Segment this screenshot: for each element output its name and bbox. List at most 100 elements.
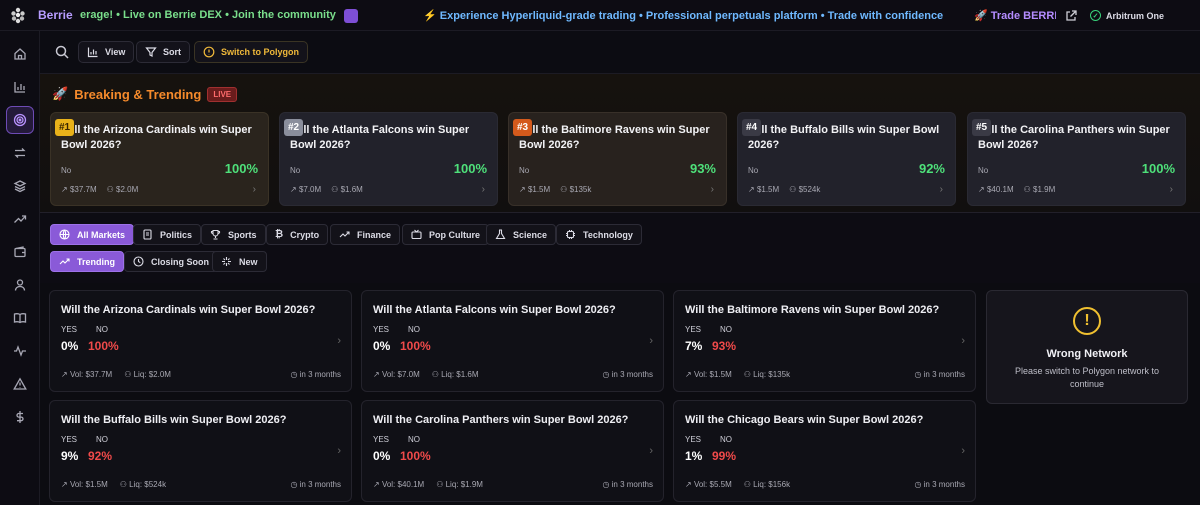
trending-card[interactable]: Will the Atlanta Falcons win Super Bowl … xyxy=(279,112,498,206)
sort-button[interactable]: Sort xyxy=(136,41,190,63)
sidebar xyxy=(0,31,40,505)
liquidity-stat: ⚇ Liq: $1.6M xyxy=(431,370,479,379)
home-icon[interactable] xyxy=(6,40,34,68)
rocket-icon: 🚀 xyxy=(52,86,69,101)
chip-label: Trending xyxy=(77,256,115,267)
sort-closing-soon[interactable]: Closing Soon xyxy=(124,251,218,272)
chip-label: Closing Soon xyxy=(151,256,209,267)
rank-badge: #2 xyxy=(284,119,304,136)
user-icon[interactable] xyxy=(6,271,34,299)
view-button[interactable]: View xyxy=(78,41,135,63)
chevron-right-icon: › xyxy=(961,445,965,457)
no-price: 100% xyxy=(88,339,119,353)
volume-stat: ↗ $37.7M xyxy=(61,185,97,194)
trending-card[interactable]: Will the Arizona Cardinals win Super Bow… xyxy=(50,112,269,206)
layers-icon[interactable] xyxy=(6,172,34,200)
trending-meta: ↗ $1.5M ⚇ $135k xyxy=(519,185,591,194)
trending-question: Will the Buffalo Bills win Super Bowl 20… xyxy=(748,124,940,151)
no-label: NO xyxy=(408,435,420,444)
market-card[interactable]: Will the Carolina Panthers win Super Bow… xyxy=(361,400,664,502)
market-question: Will the Buffalo Bills win Super Bowl 20… xyxy=(61,414,287,426)
time-remaining: ◷ in 3 months xyxy=(602,370,653,379)
category-all-markets[interactable]: All Markets xyxy=(50,224,135,245)
sort-trending[interactable]: Trending xyxy=(50,251,124,272)
brand-name[interactable]: Berrie xyxy=(38,8,73,22)
chip-label: Politics xyxy=(160,229,193,240)
live-badge: LIVE xyxy=(207,86,238,102)
filters-area: All Markets Politics Sports ₿ Crypto Fin… xyxy=(40,213,1200,283)
no-label: NO xyxy=(720,435,732,444)
wrong-network-message: Please switch to Polygon network to cont… xyxy=(1014,366,1160,389)
liquidity-stat: ⚇ Liq: $2.0M xyxy=(124,370,171,379)
rank-badge: #1 xyxy=(55,119,75,136)
market-card[interactable]: Will the Atlanta Falcons win Super Bowl … xyxy=(361,290,664,392)
no-price: 100% xyxy=(400,449,431,463)
liquidity-stat: ⚇ $1.9M xyxy=(1023,185,1056,194)
market-card[interactable]: Will the Baltimore Ravens win Super Bowl… xyxy=(673,290,976,392)
trending-card[interactable]: Will the Baltimore Ravens win Super Bowl… xyxy=(508,112,727,206)
rank-badge: #3 xyxy=(513,119,533,136)
trending-outcome: No xyxy=(290,166,301,175)
top-bar: Berrie erage! • Live on Berrie DEX • Joi… xyxy=(0,0,1200,31)
trending-card[interactable]: Will the Buffalo Bills win Super Bowl 20… xyxy=(737,112,956,206)
yes-label: YES xyxy=(61,435,78,444)
no-label: NO xyxy=(720,325,732,334)
trophy-icon xyxy=(210,229,221,240)
globe-icon xyxy=(59,229,70,240)
alert-triangle-icon[interactable] xyxy=(6,370,34,398)
yes-label: YES xyxy=(373,435,390,444)
trending-percent: 100% xyxy=(224,161,258,176)
chevron-right-icon: › xyxy=(481,184,485,195)
market-card[interactable]: Will the Buffalo Bills win Super Bowl 20… xyxy=(49,400,352,502)
time-remaining: ◷ in 3 months xyxy=(914,370,965,379)
chart-icon[interactable] xyxy=(6,73,34,101)
ticker-token-icon xyxy=(344,9,358,23)
chip-label: New xyxy=(239,256,258,267)
chip-label: Crypto xyxy=(290,229,320,240)
chevron-right-icon: › xyxy=(710,184,714,195)
chevron-right-icon: › xyxy=(649,335,653,347)
trending-question: Will the Carolina Panthers win Super Bow… xyxy=(978,124,1170,151)
trending-header: 🚀 Breaking & Trending LIVE xyxy=(52,86,238,102)
yes-label: YES xyxy=(373,325,390,334)
markets-target-icon[interactable] xyxy=(6,106,34,134)
category-sports[interactable]: Sports xyxy=(201,224,266,245)
category-crypto[interactable]: ₿ Crypto xyxy=(266,224,329,245)
search-icon[interactable] xyxy=(54,44,70,60)
network-selector[interactable]: ✓ Arbitrum One xyxy=(1086,6,1172,25)
switch-network-button[interactable]: Switch to Polygon xyxy=(194,41,308,63)
liquidity-stat: ⚇ $524k xyxy=(789,185,821,194)
chevron-right-icon: › xyxy=(1169,184,1173,195)
dollar-icon[interactable] xyxy=(6,403,34,431)
volume-stat: ↗ Vol: $37.7M xyxy=(61,370,113,379)
category-pop-culture[interactable]: Pop Culture xyxy=(402,224,489,245)
swap-icon[interactable] xyxy=(6,139,34,167)
clock-icon xyxy=(133,256,144,267)
liquidity-stat: ⚇ Liq: $1.9M xyxy=(436,480,483,489)
market-card[interactable]: Will the Chicago Bears win Super Bowl 20… xyxy=(673,400,976,502)
time-remaining: ◷ in 3 months xyxy=(290,480,341,489)
sort-new[interactable]: New xyxy=(212,251,267,272)
yes-label: YES xyxy=(685,325,702,334)
chevron-right-icon: › xyxy=(252,184,256,195)
market-card[interactable]: Will the Arizona Cardinals win Super Bow… xyxy=(49,290,352,392)
book-icon[interactable] xyxy=(6,304,34,332)
category-finance[interactable]: Finance xyxy=(330,224,401,245)
wallet-icon[interactable] xyxy=(6,238,34,266)
external-link-icon[interactable] xyxy=(1064,9,1078,23)
trending-up-icon[interactable] xyxy=(6,205,34,233)
no-label: NO xyxy=(96,435,108,444)
category-science[interactable]: Science xyxy=(486,224,557,245)
volume-stat: ↗ $7.0M xyxy=(290,185,322,194)
chevron-right-icon: › xyxy=(939,184,943,195)
trending-meta: ↗ $37.7M ⚇ $2.0M xyxy=(61,185,138,194)
bar-chart-icon xyxy=(87,47,98,58)
sort-label: Sort xyxy=(163,47,181,57)
activity-icon[interactable] xyxy=(6,337,34,365)
rank-badge: #5 xyxy=(972,119,992,136)
ticker-text-right: 🚀 Trade BERRIE xyxy=(974,10,1056,22)
trending-card[interactable]: Will the Carolina Panthers win Super Bow… xyxy=(967,112,1186,206)
berrie-logo-icon[interactable] xyxy=(8,6,28,26)
category-technology[interactable]: Technology xyxy=(556,224,642,245)
category-politics[interactable]: Politics xyxy=(133,224,202,245)
